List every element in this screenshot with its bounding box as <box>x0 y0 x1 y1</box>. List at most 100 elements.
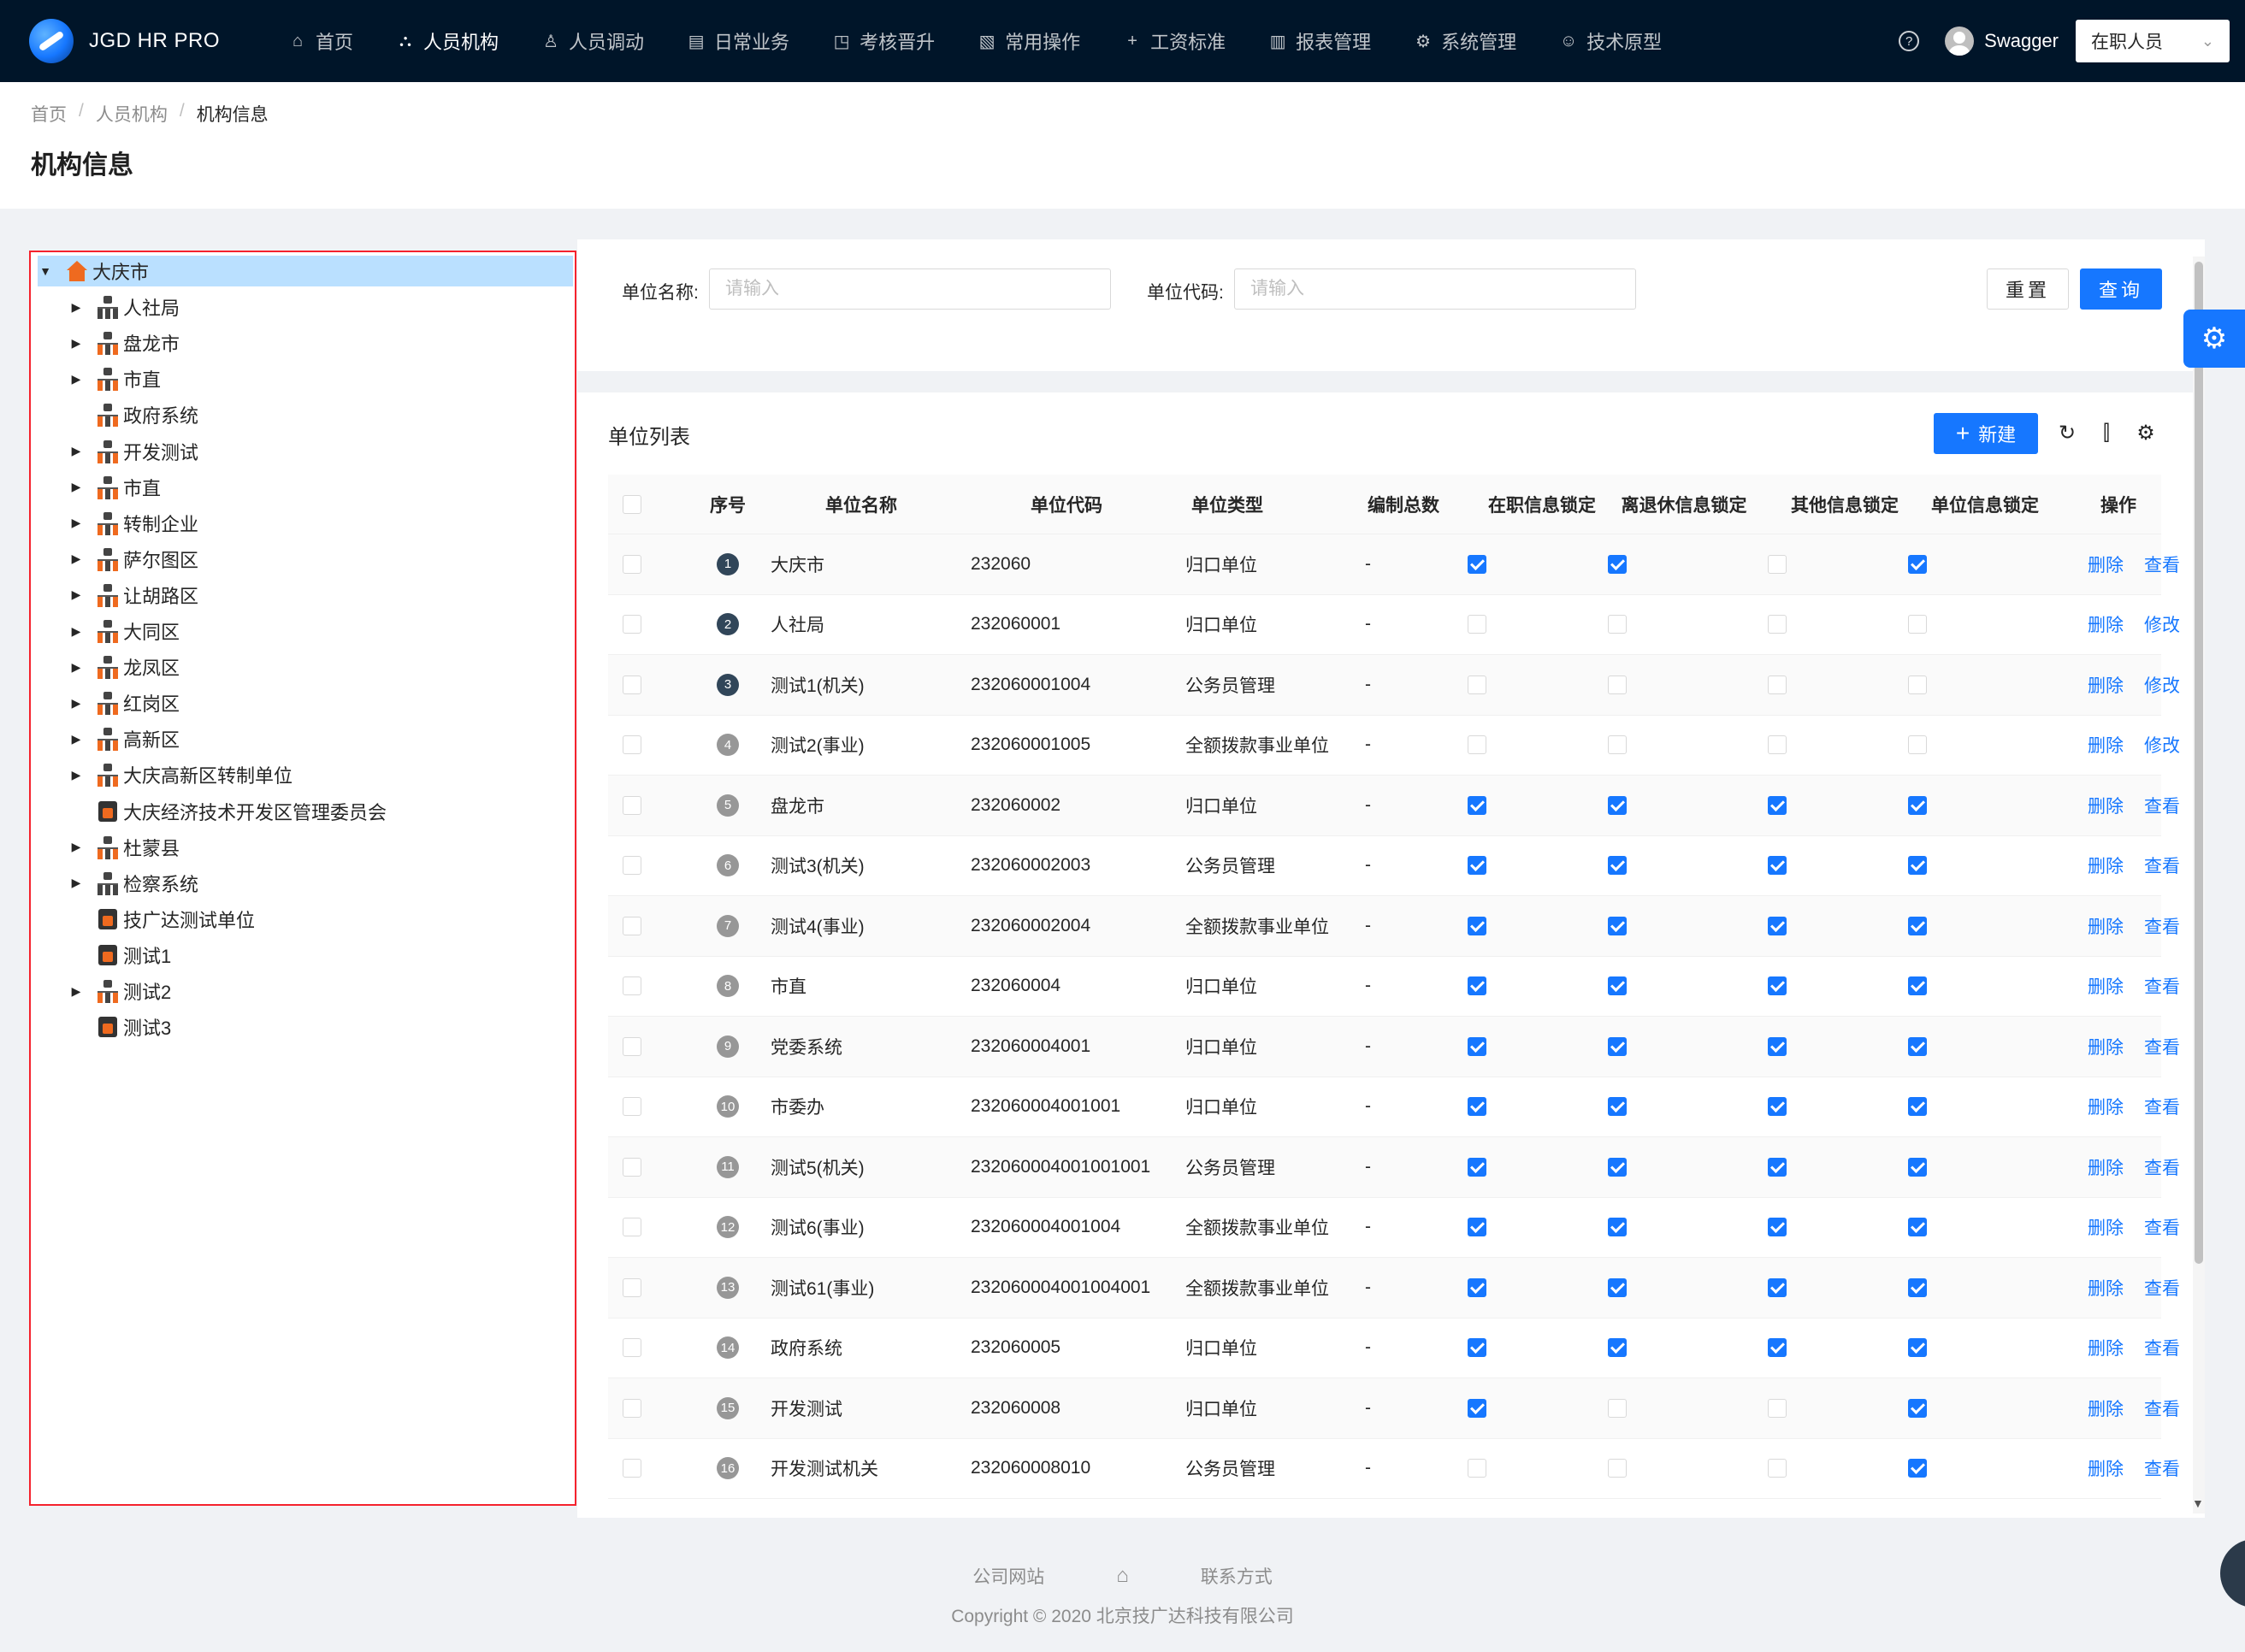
reset-button[interactable]: 重置 <box>1987 268 2069 310</box>
caret-right-icon[interactable]: ▶ <box>71 335 81 350</box>
caret-right-icon[interactable]: ▶ <box>71 659 81 674</box>
lock-checkbox[interactable] <box>1608 675 1627 694</box>
tree-node[interactable]: 测试1 <box>68 940 171 971</box>
row-select-checkbox[interactable] <box>623 1097 641 1117</box>
edit-link[interactable]: 修改 <box>2144 616 2180 636</box>
unit-code-input[interactable] <box>1234 268 1636 310</box>
column-height-icon[interactable]: ⫿ <box>2103 422 2110 445</box>
tree-node[interactable]: ▶ 测试2 <box>68 976 171 1006</box>
caret-right-icon[interactable]: ▶ <box>71 587 81 602</box>
view-link[interactable]: 查看 <box>2144 1278 2180 1299</box>
username[interactable]: Swagger <box>1984 30 2059 51</box>
settings-drawer-button[interactable]: ⚙ <box>2183 310 2245 368</box>
caret-right-icon[interactable]: ▶ <box>71 299 81 314</box>
lock-checkbox[interactable] <box>1908 795 1927 815</box>
caret-right-icon[interactable]: ▶ <box>71 552 81 566</box>
footer-contact-link[interactable]: 联系方式 <box>1200 1567 1273 1587</box>
lock-checkbox[interactable] <box>1608 916 1627 935</box>
caret-right-icon[interactable]: ▶ <box>71 731 81 746</box>
tree-node[interactable]: ▶ 萨尔图区 <box>68 544 198 575</box>
breadcrumb-personnel-org[interactable]: 人员机构 <box>95 105 168 125</box>
delete-link[interactable]: 删除 <box>2088 616 2124 636</box>
lock-checkbox[interactable] <box>1608 976 1627 996</box>
tree-node[interactable]: 政府系统 <box>68 399 198 430</box>
view-link[interactable]: 查看 <box>2144 917 2180 937</box>
view-link[interactable]: 查看 <box>2144 555 2180 575</box>
tree-node[interactable]: 大庆经济技术开发区管理委员会 <box>68 796 387 827</box>
lock-checkbox[interactable] <box>1608 1459 1627 1478</box>
delete-link[interactable]: 删除 <box>2088 796 2124 817</box>
caret-right-icon[interactable]: ▶ <box>71 983 81 998</box>
view-link[interactable]: 查看 <box>2144 1218 2180 1239</box>
reload-icon[interactable]: ↻ <box>2058 422 2077 445</box>
tree-node[interactable]: ▶ 市直 <box>68 472 161 503</box>
lock-checkbox[interactable] <box>1768 1338 1787 1358</box>
unit-name-input[interactable] <box>709 268 1111 310</box>
delete-link[interactable]: 删除 <box>2088 1278 2124 1299</box>
row-select-checkbox[interactable] <box>623 554 641 574</box>
caret-right-icon[interactable]: ▶ <box>71 516 81 530</box>
home-icon[interactable]: ⌂ <box>1116 1564 1129 1587</box>
row-select-checkbox[interactable] <box>623 1157 641 1177</box>
scroll-down-arrow-icon[interactable]: ▼ <box>2192 1496 2204 1510</box>
lock-checkbox[interactable] <box>1468 1398 1486 1418</box>
lock-checkbox[interactable] <box>1768 1036 1787 1056</box>
caret-right-icon[interactable]: ▶ <box>71 767 81 782</box>
lock-checkbox[interactable] <box>1608 1097 1627 1117</box>
nav-item-4[interactable]: ◳ 考核晋升 <box>811 0 956 82</box>
lock-checkbox[interactable] <box>1908 1157 1927 1177</box>
lock-checkbox[interactable] <box>1468 1218 1486 1237</box>
lock-checkbox[interactable] <box>1908 615 1927 634</box>
delete-link[interactable]: 删除 <box>2088 1460 2124 1480</box>
delete-link[interactable]: 删除 <box>2088 1158 2124 1178</box>
lock-checkbox[interactable] <box>1908 916 1927 935</box>
nav-item-6[interactable]: + 工资标准 <box>1102 0 1247 82</box>
app-logo[interactable]: JGD HR PRO <box>29 19 243 63</box>
delete-link[interactable]: 删除 <box>2088 977 2124 998</box>
scrollbar-thumb[interactable] <box>2195 262 2203 1264</box>
lock-checkbox[interactable] <box>1468 795 1486 815</box>
personnel-status-select[interactable]: 在职人员 ⌄ <box>2076 20 2230 62</box>
delete-link[interactable]: 删除 <box>2088 1098 2124 1118</box>
lock-checkbox[interactable] <box>1768 1218 1787 1237</box>
delete-link[interactable]: 删除 <box>2088 1218 2124 1239</box>
nav-item-0[interactable]: ⌂ 首页 <box>267 0 375 82</box>
lock-checkbox[interactable] <box>1468 1459 1486 1478</box>
tree-node[interactable]: 测试3 <box>68 1012 171 1042</box>
row-select-checkbox[interactable] <box>623 1338 641 1358</box>
view-link[interactable]: 查看 <box>2144 977 2180 998</box>
caret-right-icon[interactable]: ▶ <box>71 444 81 457</box>
lock-checkbox[interactable] <box>1468 735 1486 755</box>
view-link[interactable]: 查看 <box>2144 1399 2180 1419</box>
new-button[interactable]: + 新建 <box>1934 413 2038 454</box>
select-all-checkbox[interactable] <box>623 494 641 514</box>
tree-node[interactable]: 技广达测试单位 <box>68 904 255 935</box>
nav-item-7[interactable]: ▥ 报表管理 <box>1247 0 1392 82</box>
lock-checkbox[interactable] <box>1768 1459 1787 1478</box>
caret-down-icon[interactable]: ▼ <box>39 264 51 278</box>
lock-checkbox[interactable] <box>1468 615 1486 634</box>
view-link[interactable]: 查看 <box>2144 1037 2180 1058</box>
lock-checkbox[interactable] <box>1908 675 1927 694</box>
lock-checkbox[interactable] <box>1468 1097 1486 1117</box>
query-button[interactable]: 查询 <box>2080 268 2162 310</box>
delete-link[interactable]: 删除 <box>2088 917 2124 937</box>
lock-checkbox[interactable] <box>1468 675 1486 694</box>
caret-right-icon[interactable]: ▶ <box>71 695 81 710</box>
view-link[interactable]: 查看 <box>2144 1098 2180 1118</box>
tree-node[interactable]: ▶ 开发测试 <box>68 436 198 467</box>
lock-checkbox[interactable] <box>1608 554 1627 574</box>
lock-checkbox[interactable] <box>1608 856 1627 876</box>
row-select-checkbox[interactable] <box>623 1459 641 1478</box>
view-link[interactable]: 查看 <box>2144 1460 2180 1480</box>
row-select-checkbox[interactable] <box>623 916 641 935</box>
lock-checkbox[interactable] <box>1768 795 1787 815</box>
tree-node[interactable]: ▶ 让胡路区 <box>68 580 198 611</box>
lock-checkbox[interactable] <box>1468 1036 1486 1056</box>
lock-checkbox[interactable] <box>1468 1157 1486 1177</box>
tree-node[interactable]: ▶ 大同区 <box>68 616 180 646</box>
caret-right-icon[interactable]: ▶ <box>71 371 81 386</box>
lock-checkbox[interactable] <box>1608 1338 1627 1358</box>
lock-checkbox[interactable] <box>1608 615 1627 634</box>
avatar[interactable] <box>1945 27 1975 56</box>
